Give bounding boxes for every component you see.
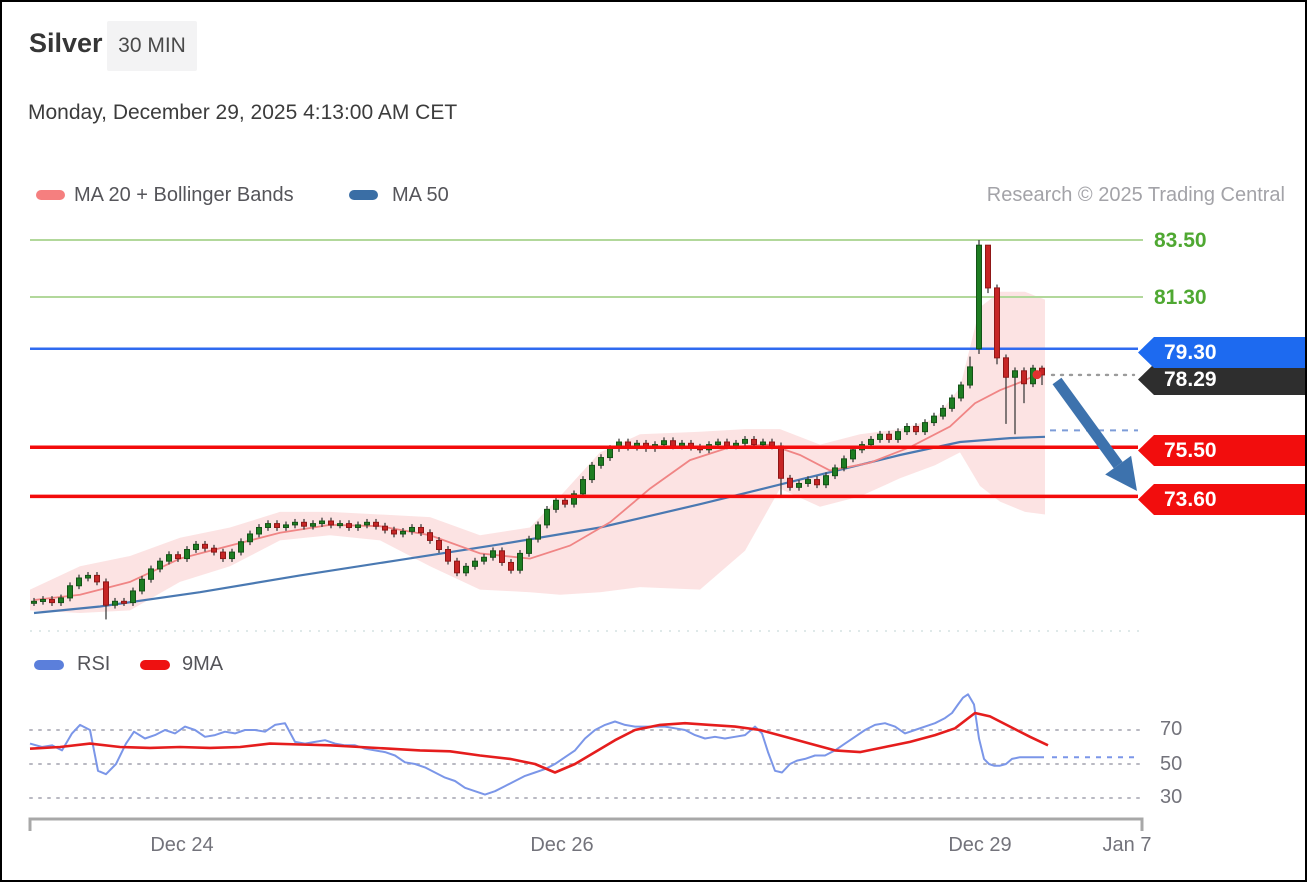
chart-datetime: Monday, December 29, 2025 4:13:00 AM CET (28, 101, 458, 124)
timeframe-badge[interactable]: 30 MIN (107, 21, 197, 71)
ma20-bollinger-legend-swatch (36, 190, 65, 200)
instrument-title: Silver (29, 28, 103, 58)
rsi-level-70: 70 (1160, 718, 1183, 740)
ma50-legend-swatch (349, 190, 378, 200)
rsi-level-30: 30 (1160, 786, 1183, 808)
resistance-level-label-1: 81.30 (1154, 286, 1207, 309)
x-tick-dec-26: Dec 26 (530, 834, 594, 856)
pivot-price-badge: 79.30 (1138, 337, 1305, 368)
rsi-level-50: 50 (1160, 753, 1183, 775)
resistance-level-label-2: 83.50 (1154, 229, 1207, 252)
rsi-legend-label: RSI (77, 653, 111, 675)
last-price-badge: 78.29 (1138, 364, 1305, 395)
x-tick-dec-24: Dec 24 (150, 834, 214, 856)
rsi-ma-legend-swatch (140, 660, 170, 670)
ma20-bollinger-legend-label: MA 20 + Bollinger Bands (74, 184, 294, 206)
rsi-ma-legend-label: 9MA (182, 653, 224, 675)
support-price-badge-1: 75.50 (1138, 435, 1305, 466)
x-tick-jan-7: Jan 7 (1102, 834, 1152, 856)
x-tick-dec-29: Dec 29 (948, 834, 1012, 856)
research-credit: Research © 2025 Trading Central (986, 184, 1285, 206)
ma50-legend-label: MA 50 (392, 184, 449, 206)
support-price-badge-2: 73.60 (1138, 484, 1305, 515)
rsi-legend-swatch (34, 660, 64, 670)
